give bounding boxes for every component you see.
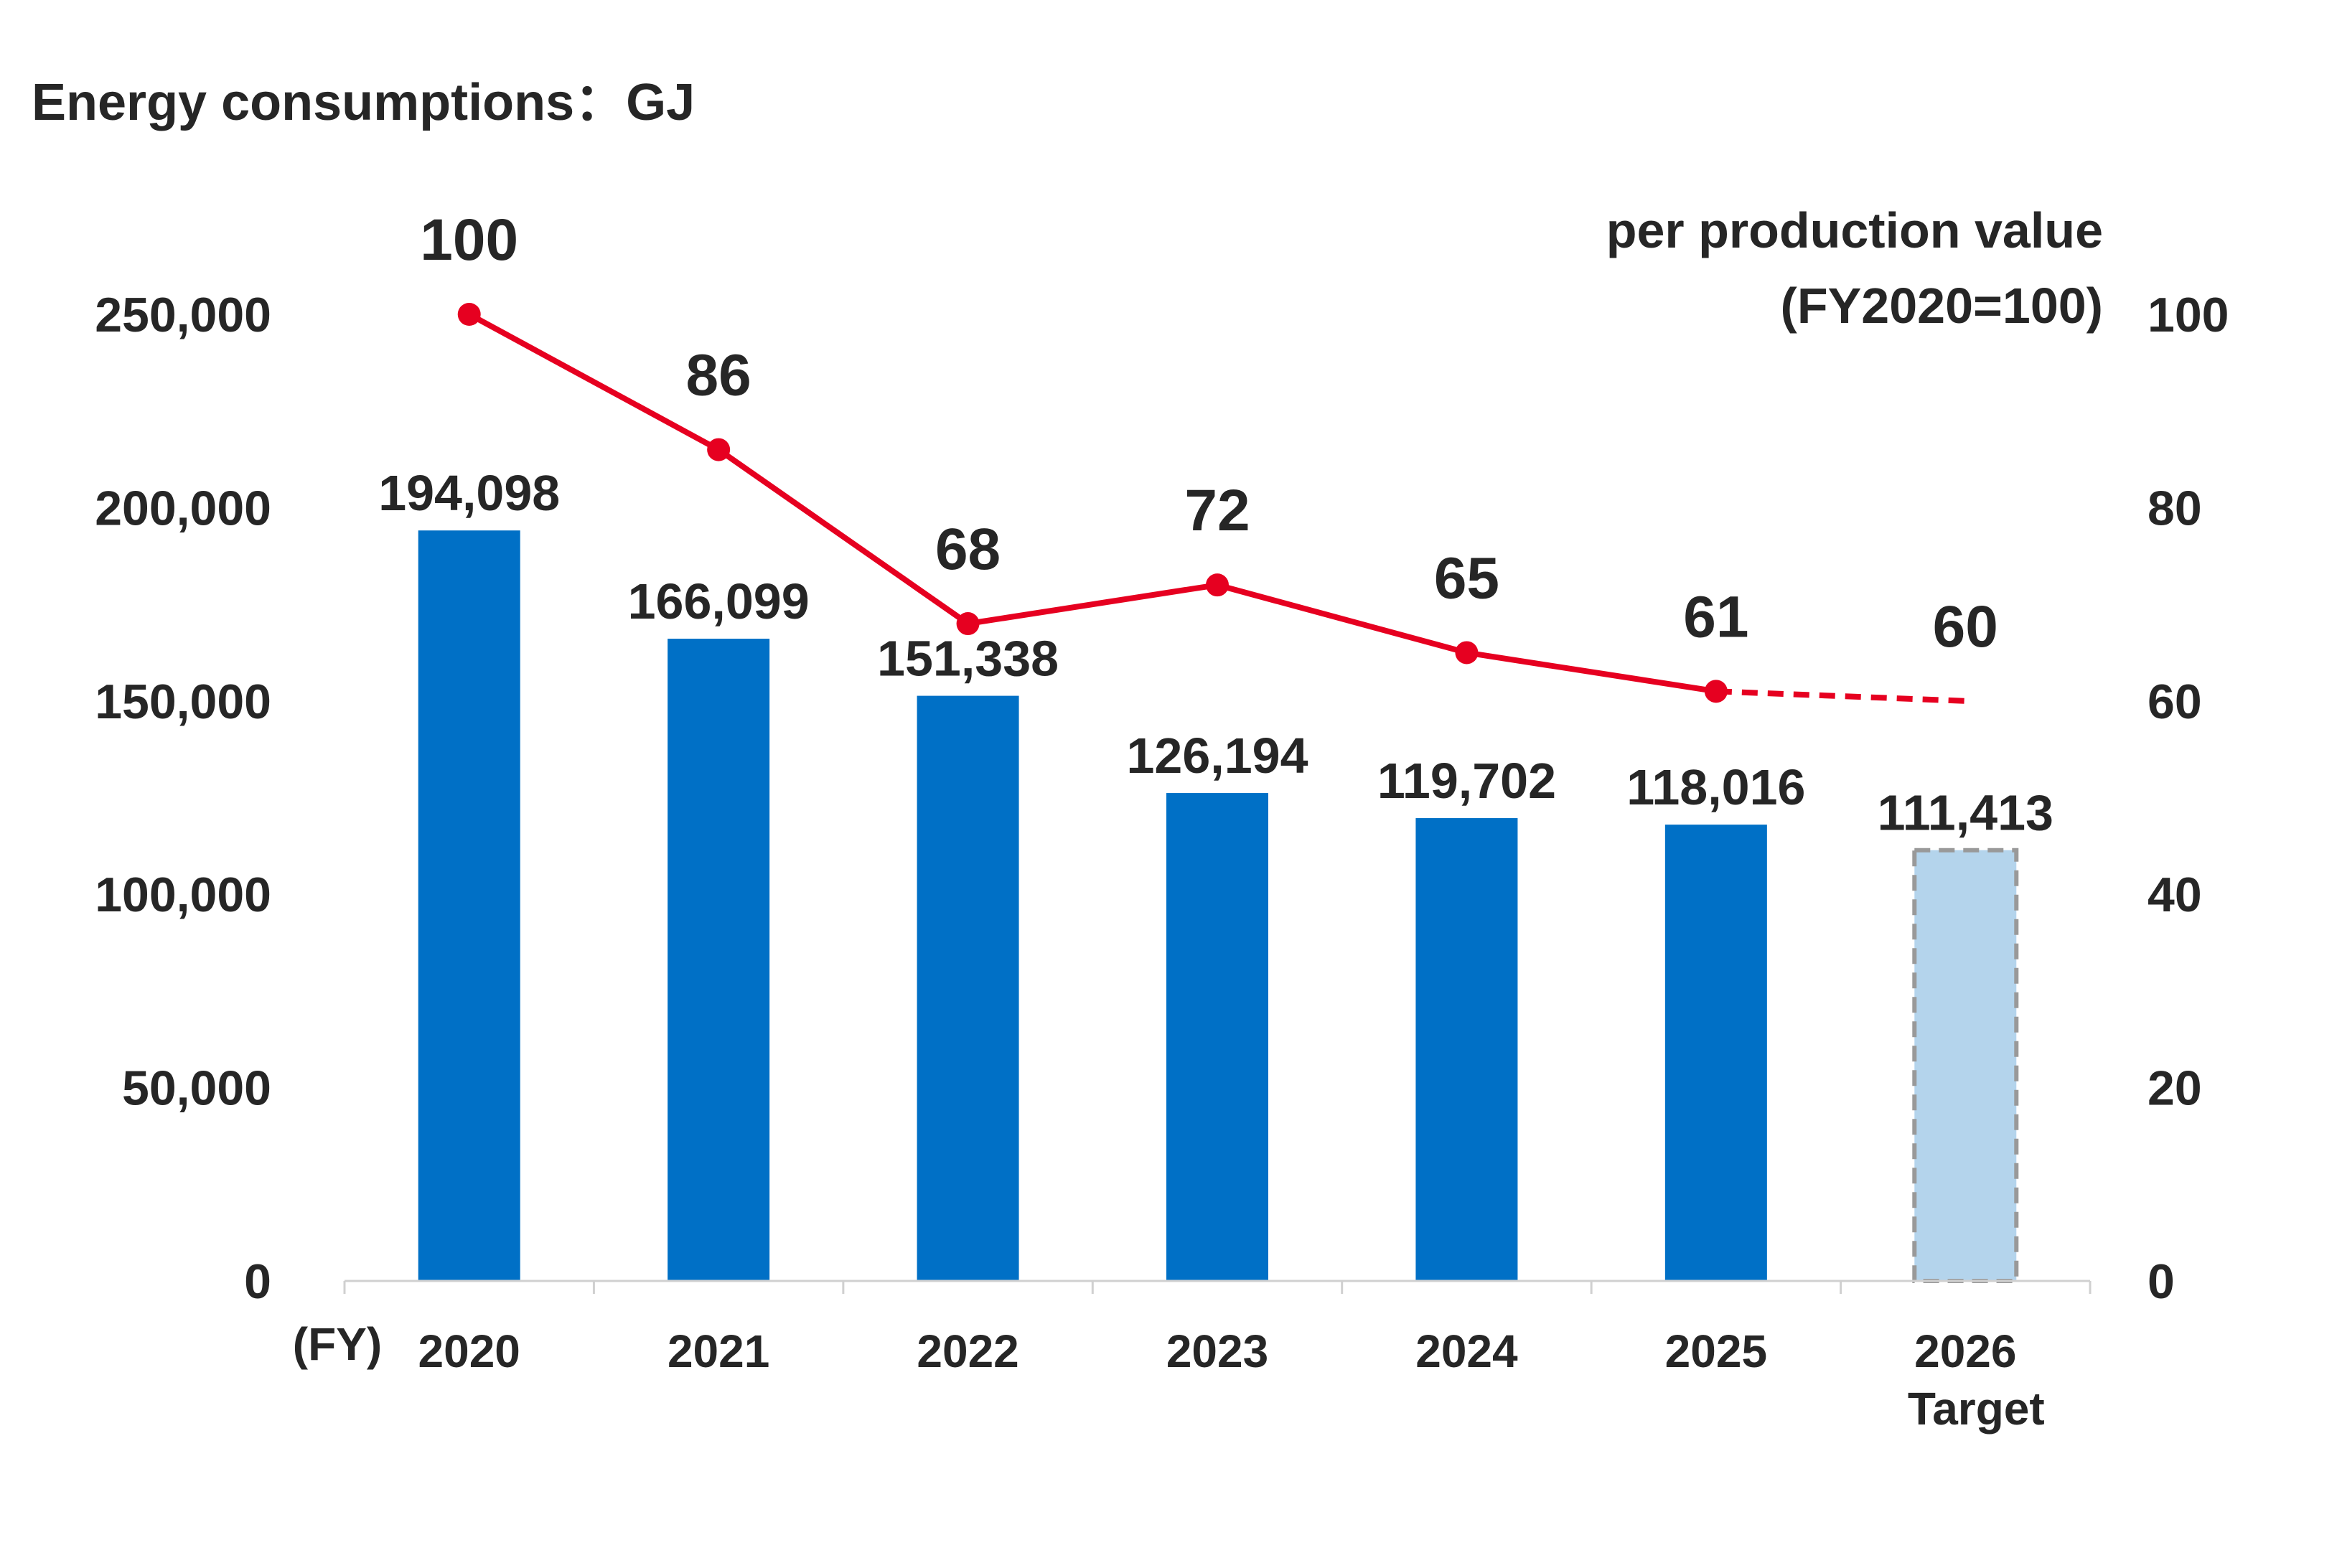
x-axis	[343, 1280, 2092, 1294]
right-axis-label-line1: per production value	[1606, 202, 2103, 258]
line-value-labels: 100 86 68 72 65 61 60	[420, 207, 1998, 659]
line-series-actual	[467, 311, 1717, 695]
bar-value-label: 151,338	[877, 631, 1059, 687]
line-point-2020	[457, 303, 481, 326]
bar-series	[418, 530, 2019, 1284]
left-axis-tick-label: 50,000	[122, 1061, 271, 1116]
x-axis-tick-label: 2020	[418, 1325, 520, 1377]
line-point-2024	[1455, 641, 1479, 665]
right-axis-ticks: 0 20 40 60 80 100	[2148, 288, 2229, 1309]
chart-title: Energy consumptions：GJ	[32, 74, 695, 131]
x-axis-tick-label: 2025	[1665, 1325, 1767, 1377]
bar-2022	[917, 695, 1019, 1281]
bar-value-labels: 194,098 166,099 151,338 126,194 119,702 118,0…	[378, 465, 2053, 841]
bar-value-label: 194,098	[378, 465, 560, 521]
right-axis-label-line2: (FY2020=100)	[1781, 278, 2103, 334]
right-axis-tick-label: 80	[2148, 481, 2202, 535]
left-axis-tick-label: 0	[244, 1254, 271, 1309]
line-value-label: 65	[1434, 545, 1499, 611]
line-point-2023	[1206, 573, 1229, 597]
left-axis-ticks: 0 50,000 100,000 150,000 200,000 250,000	[95, 288, 271, 1309]
bar-2020	[418, 530, 520, 1281]
right-axis-tick-label: 100	[2148, 288, 2229, 342]
bar-value-label: 111,413	[1878, 785, 2053, 841]
x-axis-tick-label: 2024	[1415, 1325, 1518, 1377]
line-point-2025	[1704, 680, 1728, 703]
bar-target-2026	[1912, 848, 2019, 1284]
line-value-label: 60	[1933, 594, 1998, 659]
line-series-target	[1715, 688, 1966, 704]
left-axis-tick-label: 100,000	[95, 868, 271, 922]
line-value-label: 68	[935, 517, 1001, 582]
line-value-label: 100	[420, 207, 518, 273]
bar-value-label: 126,194	[1126, 728, 1308, 784]
x-axis-unit-label: (FY)	[293, 1318, 382, 1370]
x-axis-tick-label: 2026	[1914, 1325, 2016, 1377]
line-point-2022	[956, 612, 980, 636]
bar-value-label: 118,016	[1626, 759, 1805, 815]
bar-2023	[1166, 793, 1268, 1281]
bar-value-label: 119,702	[1377, 753, 1556, 809]
x-axis-tick-label: 2022	[917, 1325, 1018, 1377]
x-axis-tick-sublabel: Target	[1908, 1383, 2045, 1435]
bar-2024	[1415, 818, 1518, 1281]
bar-value-label: 166,099	[628, 573, 810, 629]
line-point-2021	[707, 438, 731, 461]
line-value-label: 72	[1184, 478, 1250, 543]
line-series	[457, 303, 1966, 704]
right-axis-tick-label: 20	[2148, 1061, 2202, 1116]
right-axis-tick-label: 60	[2148, 675, 2202, 729]
left-axis-tick-label: 250,000	[95, 288, 271, 342]
x-axis-ticks: 2020 2021 2022 2023 2024 2025 2026 Target	[418, 1325, 2045, 1435]
left-axis-tick-label: 150,000	[95, 675, 271, 729]
bar-2021	[668, 639, 770, 1281]
bar-2025	[1664, 825, 1767, 1281]
line-value-label: 86	[686, 343, 751, 408]
left-axis-tick-label: 200,000	[95, 481, 271, 535]
x-axis-tick-label: 2021	[668, 1325, 769, 1377]
line-value-label: 61	[1683, 584, 1748, 649]
right-axis-tick-label: 0	[2148, 1254, 2175, 1309]
x-axis-tick-label: 2023	[1166, 1325, 1268, 1377]
right-axis-tick-label: 40	[2148, 868, 2202, 922]
